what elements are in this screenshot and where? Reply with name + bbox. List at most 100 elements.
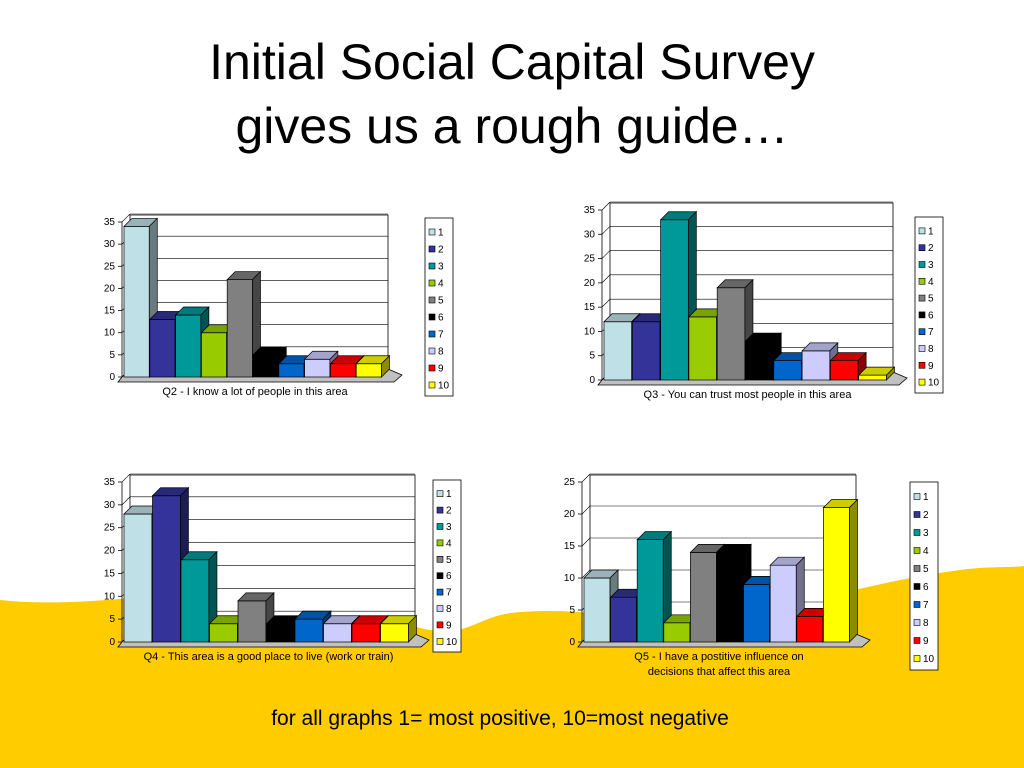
slide-title: Initial Social Capital Survey gives us a… <box>0 30 1024 158</box>
bar-front <box>743 584 771 643</box>
bar-front <box>304 358 331 378</box>
bar-front <box>660 219 689 381</box>
legend-swatch-3 <box>913 529 921 536</box>
legend-swatch-10 <box>428 381 436 389</box>
bar-front <box>330 363 357 378</box>
legend-label-1: 1 <box>446 489 452 500</box>
legend-label-6: 6 <box>928 310 934 321</box>
bar-side <box>381 354 390 378</box>
y-tick-label: 0 <box>109 372 115 383</box>
legend-swatch-4 <box>913 547 921 554</box>
legend-swatch-1 <box>428 228 436 236</box>
legend-swatch-6 <box>436 572 444 579</box>
y-tick-label: 10 <box>564 573 576 584</box>
legend-swatch-8 <box>918 345 926 352</box>
bar-front <box>252 354 279 378</box>
legend-label-2: 2 <box>928 243 934 254</box>
legend-swatch-8 <box>913 619 921 626</box>
gridline-diag <box>601 298 611 308</box>
bar-front <box>323 623 352 643</box>
gridline-diag <box>121 473 131 483</box>
y-tick-label: 30 <box>104 239 116 250</box>
y-tick-label: 0 <box>109 637 115 648</box>
legend-label-7: 7 <box>438 330 444 341</box>
legend-label-1: 1 <box>438 228 444 239</box>
legend-label-1: 1 <box>923 492 929 503</box>
bar-10 <box>379 614 418 643</box>
bar-side <box>408 614 417 643</box>
bar-front <box>351 623 381 643</box>
y-tick-label: 15 <box>104 306 116 317</box>
y-tick-label: 15 <box>584 302 596 313</box>
bar-front <box>226 279 253 378</box>
legend-label-8: 8 <box>446 604 452 615</box>
legend-label-3: 3 <box>928 260 934 271</box>
bar-3 <box>636 530 673 643</box>
legend-swatch-10 <box>436 638 444 645</box>
bar-5 <box>237 592 275 643</box>
legend-swatch-2 <box>918 244 926 252</box>
legend-label-3: 3 <box>438 262 444 273</box>
y-tick-label: 5 <box>569 605 575 616</box>
legend-label-4: 4 <box>446 538 452 549</box>
legend-swatch-4 <box>436 539 444 547</box>
gridline-diag <box>581 473 591 483</box>
bar-front <box>773 360 802 381</box>
bar-side <box>849 498 858 643</box>
bar-front <box>796 616 824 643</box>
y-tick-label: 20 <box>584 278 596 289</box>
legend-label-4: 4 <box>928 277 934 288</box>
gridline-diag <box>601 274 611 284</box>
legend-swatch-2 <box>913 511 921 518</box>
legend-swatch-6 <box>918 311 926 319</box>
title-line-2: gives us a rough guide… <box>235 98 789 154</box>
title-line-1: Initial Social Capital Survey <box>209 34 815 90</box>
bar-front <box>149 319 176 378</box>
legend-label-2: 2 <box>438 245 444 256</box>
legend-swatch-3 <box>428 262 436 270</box>
y-tick-label: 10 <box>104 591 116 602</box>
legend-swatch-5 <box>428 296 436 304</box>
legend-swatch-1 <box>913 493 921 500</box>
bar-front <box>175 314 202 378</box>
y-tick-label: 5 <box>109 614 115 625</box>
bar-front <box>123 226 150 378</box>
legend-swatch-5 <box>913 565 921 572</box>
bar-front <box>209 623 238 643</box>
bar-front <box>769 564 797 643</box>
legend-label-10: 10 <box>446 637 458 648</box>
bar-front <box>123 513 153 643</box>
bar-front <box>603 321 633 381</box>
legend-label-2: 2 <box>923 510 929 521</box>
gridline-diag <box>601 250 611 259</box>
legend-swatch-8 <box>428 347 436 355</box>
legend-label-7: 7 <box>928 327 934 338</box>
legend-label-1: 1 <box>928 226 934 237</box>
bar-front <box>636 539 664 643</box>
y-tick-label: 25 <box>104 261 116 272</box>
bar-front <box>266 623 295 643</box>
legend-swatch-9 <box>428 364 436 372</box>
legend-swatch-7 <box>913 601 921 608</box>
y-tick-label: 20 <box>564 509 576 520</box>
legend-label-8: 8 <box>438 347 444 358</box>
bar-2 <box>148 310 184 378</box>
bar-front <box>716 287 746 381</box>
legend-label-8: 8 <box>923 618 929 629</box>
bar-front <box>690 552 717 643</box>
bar-front <box>180 559 210 643</box>
bar-front <box>355 363 382 378</box>
legend-label-8: 8 <box>928 344 934 355</box>
bar-front <box>830 360 859 381</box>
legend-label-5: 5 <box>438 296 444 307</box>
legend-swatch-2 <box>436 506 444 514</box>
gridline-diag <box>601 226 611 235</box>
x-axis-label: Q3 - You can trust most people in this a… <box>644 389 853 401</box>
bar-side <box>886 366 895 381</box>
legend-swatch-1 <box>918 227 926 235</box>
legend-label-4: 4 <box>923 546 929 557</box>
legend-label-9: 9 <box>446 620 452 631</box>
y-tick-label: 25 <box>564 477 576 488</box>
